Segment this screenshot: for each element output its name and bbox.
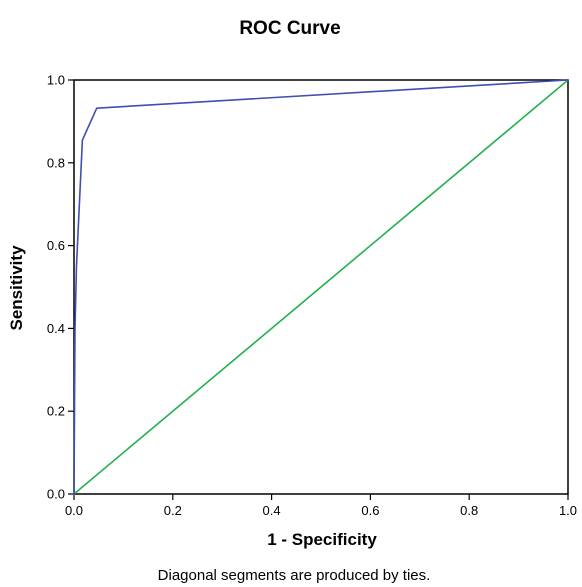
footnote: Diagonal segments are produced by ties. — [158, 567, 431, 584]
roc-curve-line — [73, 79, 569, 495]
y-axis-label: Sensitivity — [7, 245, 26, 331]
reference-line — [73, 79, 569, 495]
x-tick-label: 0.0 — [65, 503, 83, 518]
y-tick-label: 1.0 — [47, 73, 65, 88]
x-tick-label: 0.8 — [460, 503, 478, 518]
y-tick-label: 0.0 — [47, 487, 65, 502]
plot-frame — [73, 79, 569, 495]
y-tick-label: 0.2 — [47, 404, 65, 419]
x-tick-label: 0.2 — [164, 503, 182, 518]
chart-title: ROC Curve — [239, 18, 340, 39]
plot-area: 0.0 0.2 0.4 0.6 0.8 1.0 0.0 0.2 0.4 0.6 0.8 1.0 — [47, 73, 577, 519]
y-tick-label: 0.6 — [47, 238, 65, 253]
x-tick-label: 1.0 — [559, 503, 577, 518]
y-tick-label: 0.8 — [47, 155, 65, 170]
y-tick-label: 0.4 — [47, 321, 65, 336]
x-tick-label: 0.4 — [263, 503, 281, 518]
x-tick-label: 0.6 — [361, 503, 379, 518]
x-axis-label: 1 - Specificity — [267, 530, 377, 549]
